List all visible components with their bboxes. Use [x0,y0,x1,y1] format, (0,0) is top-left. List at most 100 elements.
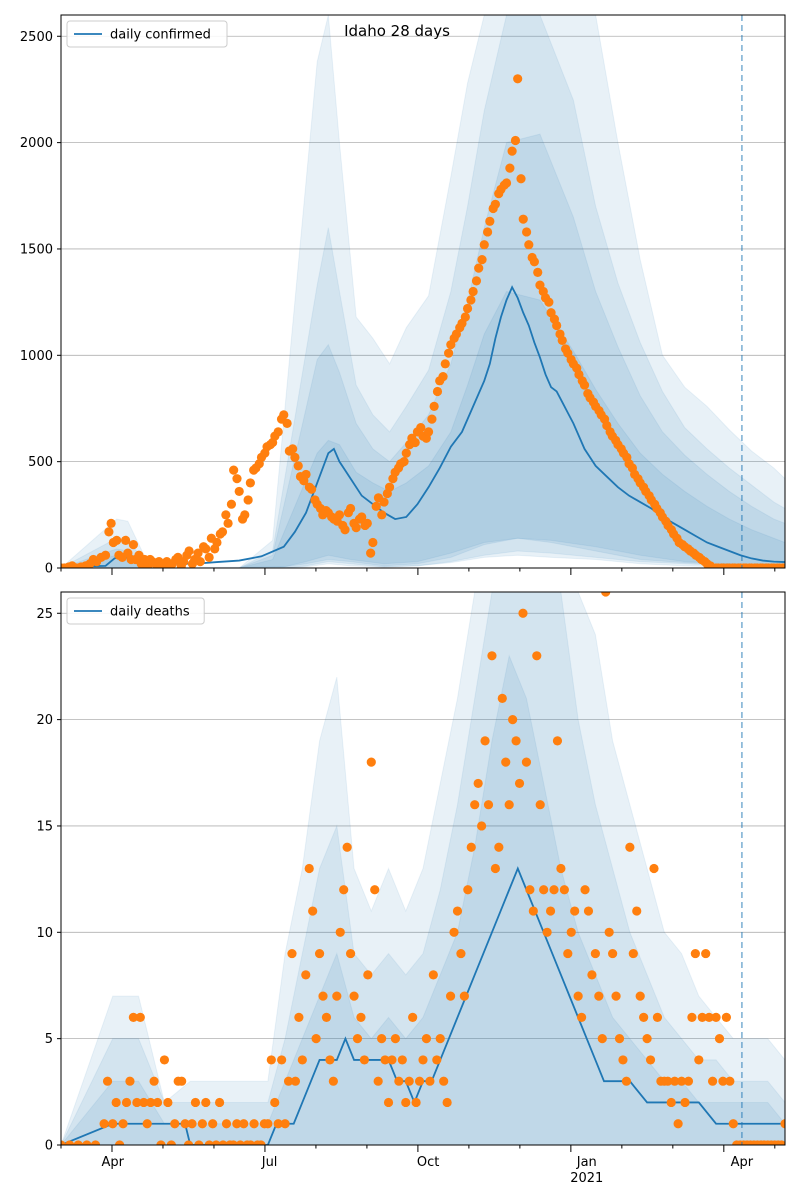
scatter-point [201,544,211,554]
scatter-point [649,863,659,874]
scatter-point [594,991,604,1001]
scatter-point [683,1076,694,1086]
scatter-point [570,906,580,916]
scatter-point [428,970,438,980]
scatter-point [387,1055,397,1065]
scatter-point [518,214,528,224]
scatter-point [485,216,495,226]
scatter-point [240,510,250,520]
scatter-point [776,1140,785,1145]
scatter-point [528,906,538,916]
scatter-point [139,1097,149,1108]
scatter-point [466,842,476,852]
axes-frame [60,14,786,569]
scatter-point [342,842,352,852]
scatter-point [314,948,325,959]
y-tick-label: 500 [28,455,53,470]
scatter-point [404,1076,414,1086]
scatter-point [504,800,514,810]
scatter-point [132,1097,142,1108]
scatter-point [583,906,594,916]
scatter-point [102,1076,113,1086]
scatter-point [628,948,638,959]
scatter-point [521,227,532,237]
scatter-point [290,452,300,462]
scatter-point [521,757,532,767]
scatter-point [125,1076,135,1086]
scatter-point [156,1140,166,1145]
scatter-point [552,736,563,746]
scatter-point [212,537,222,548]
scatter-point [229,465,239,475]
top-panel: 0 500 1000 1500 2000 2500 daily confirmed [20,14,786,577]
plot-area [61,592,785,1145]
scatter-point [187,1119,197,1129]
scatter-point [99,1119,109,1129]
x-tick-label: Jul [261,1155,278,1170]
y-tick-label: 25 [36,607,53,622]
scatter-point [371,501,381,511]
legend: daily deaths [66,597,205,625]
y-tick-label: 5 [45,1032,53,1047]
scatter-point [652,1012,663,1022]
scatter-point [427,414,437,424]
scatter-point [507,146,517,156]
scatter-point [180,1119,190,1129]
scatter-point [118,1119,128,1129]
scatter-point [239,1119,249,1129]
scatter-point [501,757,511,767]
legend-label: daily confirmed [110,28,211,43]
scatter-point [525,885,535,895]
y-tick-label: 10 [36,926,53,941]
scatter-point [780,1119,785,1129]
scatter-point [579,380,590,390]
scatter-point [270,1097,280,1108]
scatter-point [611,991,621,1001]
scatter-point [100,550,111,560]
scatter-point [490,199,500,209]
scatter-point [301,970,311,980]
scatter-point [477,821,487,831]
scatter-point [625,842,635,852]
scatter-point [183,1140,194,1145]
scatter-point [359,1055,369,1065]
scatter-point [432,1055,442,1065]
y-tick-label: 0 [45,1139,53,1154]
scatter-point [456,948,466,959]
scatter-point [601,592,611,597]
scatter-point [608,948,618,959]
scatter-point [340,525,350,535]
scatter-point [444,348,454,358]
scatter-point [397,1055,407,1065]
scatter-point [408,1012,418,1022]
y-tick-label: 1500 [20,242,53,257]
scatter-point [459,991,469,1001]
scatter-point [325,1055,335,1065]
scatter-point [221,1119,232,1129]
scatter-point [690,948,700,959]
scatter-point [223,518,233,528]
legend: daily confirmed [66,20,228,48]
scatter-point [533,267,543,277]
scatter-point [728,1119,738,1129]
scatter-point [399,457,409,467]
scatter-point [490,863,500,874]
scatter-point [663,1076,673,1086]
scatter-point [642,1034,652,1044]
scatter-point [226,499,237,509]
scatter-point [228,1140,238,1145]
scatter-point [208,1119,218,1129]
scatter-point [701,948,711,959]
scatter-point [390,1034,401,1044]
scatter-point [670,1076,680,1086]
scatter-point [193,548,203,558]
scatter-point [632,906,642,916]
scatter-point [425,1076,435,1086]
scatter-point [474,263,484,273]
scatter-point [352,1034,363,1044]
scatter-point [112,535,122,545]
scatter-point [304,863,314,874]
scatter-point [328,1076,338,1086]
scatter-point [466,295,476,305]
scatter-point [439,1076,449,1086]
